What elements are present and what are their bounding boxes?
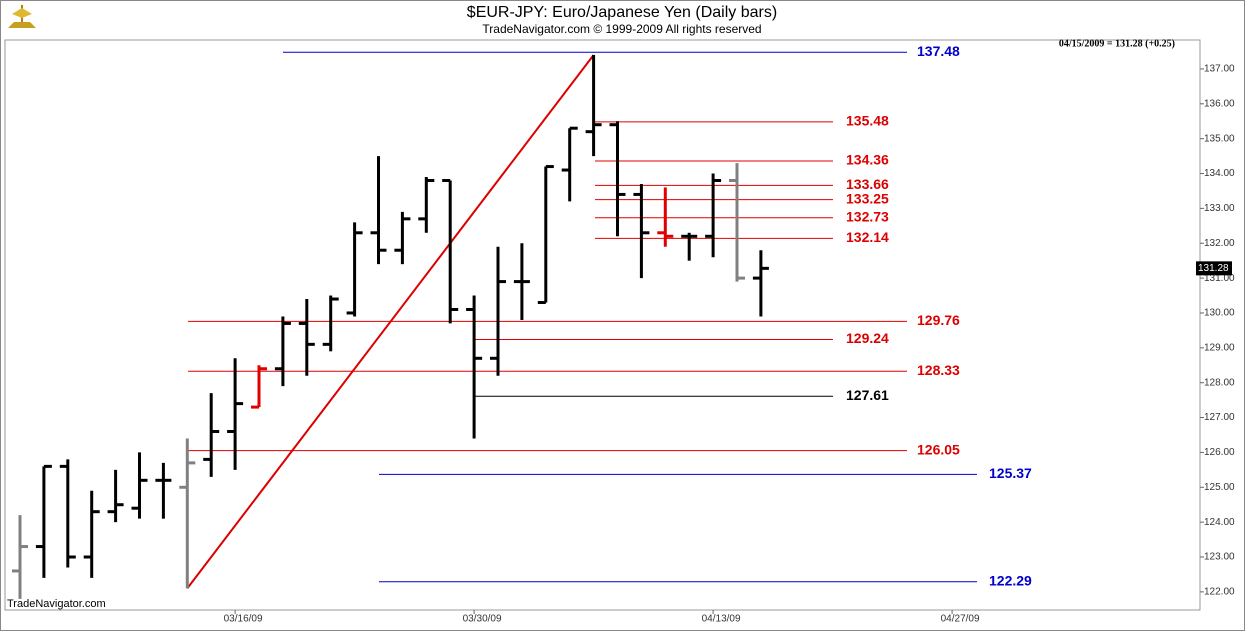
chart-title: $EUR-JPY: Euro/Japanese Yen (Daily bars) xyxy=(467,4,777,21)
level-label: 137.48 xyxy=(917,43,960,59)
y-tick-label: 123.00 xyxy=(1204,552,1235,563)
trendline xyxy=(186,54,595,589)
y-tick-label: 137.00 xyxy=(1204,64,1235,75)
y-tick-label: 131.00 xyxy=(1204,273,1235,284)
y-tick-label: 128.00 xyxy=(1204,377,1235,388)
x-tick-label: 04/13/09 xyxy=(702,614,741,625)
y-tick-label: 122.00 xyxy=(1204,587,1235,598)
level-label: 132.14 xyxy=(846,229,889,245)
x-tick-label: 03/30/09 xyxy=(463,614,502,625)
level-label: 126.05 xyxy=(917,441,960,457)
level-label: 132.73 xyxy=(846,209,889,225)
y-tick-label: 124.00 xyxy=(1204,517,1235,528)
x-tick-label: 04/27/09 xyxy=(941,614,980,625)
price-annotation: 04/15/2009 = 131.28 (+0.25) xyxy=(1059,38,1175,49)
y-tick-label: 126.00 xyxy=(1204,447,1235,458)
y-tick-label: 135.00 xyxy=(1204,133,1235,144)
level-label: 129.24 xyxy=(846,330,889,346)
y-tick-label: 134.00 xyxy=(1204,168,1235,179)
level-label: 128.33 xyxy=(917,362,960,378)
level-label: 127.61 xyxy=(846,387,889,403)
y-tick-label: 130.00 xyxy=(1204,308,1235,319)
last-price: 131.28 xyxy=(1198,263,1229,274)
chart-subtitle: TradeNavigator.com © 1999-2009 All right… xyxy=(482,22,761,36)
level-label: 133.66 xyxy=(846,176,889,192)
watermark: TradeNavigator.com xyxy=(7,598,106,610)
level-label: 134.36 xyxy=(846,152,889,168)
y-tick-label: 125.00 xyxy=(1204,482,1235,493)
y-tick-label: 136.00 xyxy=(1204,98,1235,109)
level-label: 129.76 xyxy=(917,312,960,328)
level-label: 125.37 xyxy=(989,465,1032,481)
level-label: 122.29 xyxy=(989,572,1032,588)
y-tick-label: 132.00 xyxy=(1204,238,1235,249)
y-tick-label: 129.00 xyxy=(1204,342,1235,353)
level-label: 135.48 xyxy=(846,113,889,129)
x-tick-label: 03/16/09 xyxy=(224,614,263,625)
logo xyxy=(8,5,36,28)
y-tick-label: 133.00 xyxy=(1204,203,1235,214)
level-label: 133.25 xyxy=(846,190,889,206)
y-tick-label: 127.00 xyxy=(1204,412,1235,423)
plot-area xyxy=(4,39,1201,611)
last-price-box xyxy=(1196,261,1232,276)
